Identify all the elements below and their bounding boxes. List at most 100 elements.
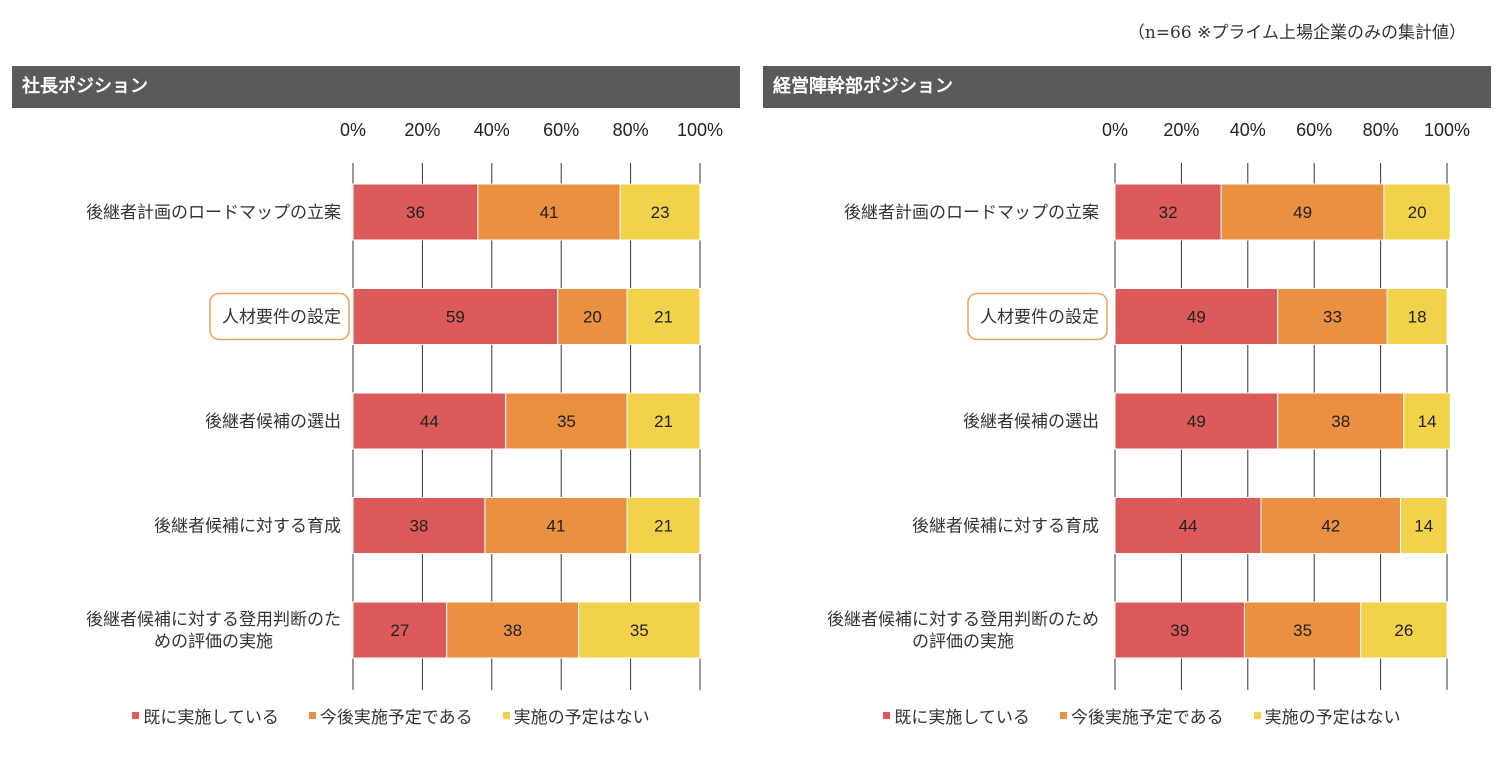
legend-item-not-planned: 実施の予定はない [502,703,650,728]
data-label: 35 [557,412,576,431]
data-label: 42 [1321,517,1340,536]
bar-segment [1243,601,1362,659]
data-label: 39 [1170,621,1189,640]
bar-segment [1220,183,1385,241]
sample-note: （n=66 ※プライム上場企業のみの集計値） [1127,23,1466,43]
data-label: 35 [630,621,649,640]
legend-label: 今後実施予定である [1070,708,1224,728]
legend-swatch-icon [1253,712,1261,719]
data-label: 20 [583,308,602,327]
data-label: 21 [654,308,673,327]
bar-segment [626,288,701,345]
category-label-line: 人材要件の設定 [222,308,341,328]
data-label: 49 [1187,308,1206,327]
legend-swatch-icon [1059,712,1067,719]
legend-item-not-planned: 実施の予定はない [1253,703,1401,728]
data-label: 14 [1414,517,1433,536]
bar-segment [505,392,628,450]
legend-label: 実施の予定はない [1264,708,1401,728]
data-label: 44 [420,412,439,431]
category-label-line: 後継者候補に対する登用判断のため [827,610,1099,630]
legend-item-planned: 今後実施予定である [1059,703,1224,728]
bar-segment [557,288,628,345]
category-label: 人材要件の設定 [209,292,350,341]
x-tick-label: 40% [1230,120,1266,140]
category-label-line: の評価の実施 [912,632,1014,652]
legend-label: 今後実施予定である [319,708,473,728]
x-tick-label: 60% [543,120,579,140]
legend-label: 既に実施している [894,708,1030,728]
data-label: 32 [1159,203,1178,222]
category-label: 後継者計画のロードマップの立案 [844,203,1099,223]
bar-segment [1403,392,1451,450]
legend-label: 実施の予定はない [513,708,650,728]
data-label: 38 [1331,412,1350,431]
data-label: 33 [1323,308,1342,327]
legend-item-implemented: 既に実施している [132,703,279,728]
data-label: 27 [390,621,409,640]
data-label: 21 [654,412,673,431]
bar-segment [1383,183,1451,241]
data-label: 26 [1394,621,1413,640]
category-label-line: 後継者候補の選出 [963,412,1099,432]
bar-segment [626,497,701,554]
data-label: 38 [409,517,428,536]
x-tick-label: 60% [1296,120,1332,140]
bar-segment [352,392,507,450]
bar-segment [626,392,701,450]
bar-segment [1360,601,1448,659]
category-label: 後継者計画のロードマップの立案 [86,203,341,223]
data-label: 44 [1179,517,1198,536]
data-label: 14 [1418,412,1437,431]
category-label: 後継者候補に対する育成 [154,517,341,537]
category-label: 人材要件の設定 [967,292,1108,341]
bar-segment [1400,497,1448,554]
bar-segment [352,288,559,345]
bar-segment [1277,392,1405,450]
data-label: 41 [540,203,559,222]
bar-segment [1114,497,1262,554]
category-label-line: 後継者計画のロードマップの立案 [86,203,341,223]
category-label-line: 後継者候補に対する育成 [154,517,341,537]
bar-segment [1260,497,1402,554]
bar-segment [1114,288,1279,345]
bar-segment [484,497,628,554]
chart-title: 社長ポジション [12,66,740,108]
data-label: 21 [654,517,673,536]
data-label: 35 [1293,621,1312,640]
category-label: 後継者候補に対する育成 [912,517,1099,537]
highlight-frame [967,292,1108,341]
x-tick-label: 80% [613,120,649,140]
category-label-line: 後継者計画のロードマップの立案 [844,203,1099,223]
bar-segment [1277,288,1388,345]
category-label: 後継者候補の選出 [205,412,341,432]
x-tick-label: 0% [340,120,366,140]
bar-segment [1114,601,1245,659]
category-label-line: 後継者候補の選出 [205,412,341,432]
bar-segment [352,183,479,241]
data-label: 38 [503,621,522,640]
legend: 既に実施している 今後実施予定である 実施の予定はない [27,703,755,728]
legend-item-planned: 今後実施予定である [308,703,473,728]
data-label: 49 [1187,412,1206,431]
x-tick-label: 80% [1363,120,1399,140]
chart-president: 0% 20% 40% 60% 80% 100% 36 41 23 後継者計画のロードマップの立案 5… [86,120,723,690]
data-label: 23 [651,203,670,222]
data-label: 36 [406,203,425,222]
category-label-line: 後継者候補に対する育成 [912,517,1099,537]
bar-segment [578,601,701,659]
data-label: 59 [446,308,465,327]
bar-segment [1386,288,1448,345]
legend-swatch-icon [132,712,140,719]
chart-panel-executive: 経営陣幹部ポジション 0% 20% 40% 60% 80% 100% 32 49 20 後継者計画… [763,66,1491,765]
category-label-line: 後継者候補に対する登用判断のた [86,610,341,630]
x-tick-label: 20% [404,120,440,140]
legend-swatch-icon [308,712,316,719]
bar-segment [446,601,580,659]
bar-segment [352,601,448,659]
data-label: 41 [547,517,566,536]
legend-swatch-icon [502,712,510,719]
legend-item-implemented: 既に実施している [883,703,1030,728]
